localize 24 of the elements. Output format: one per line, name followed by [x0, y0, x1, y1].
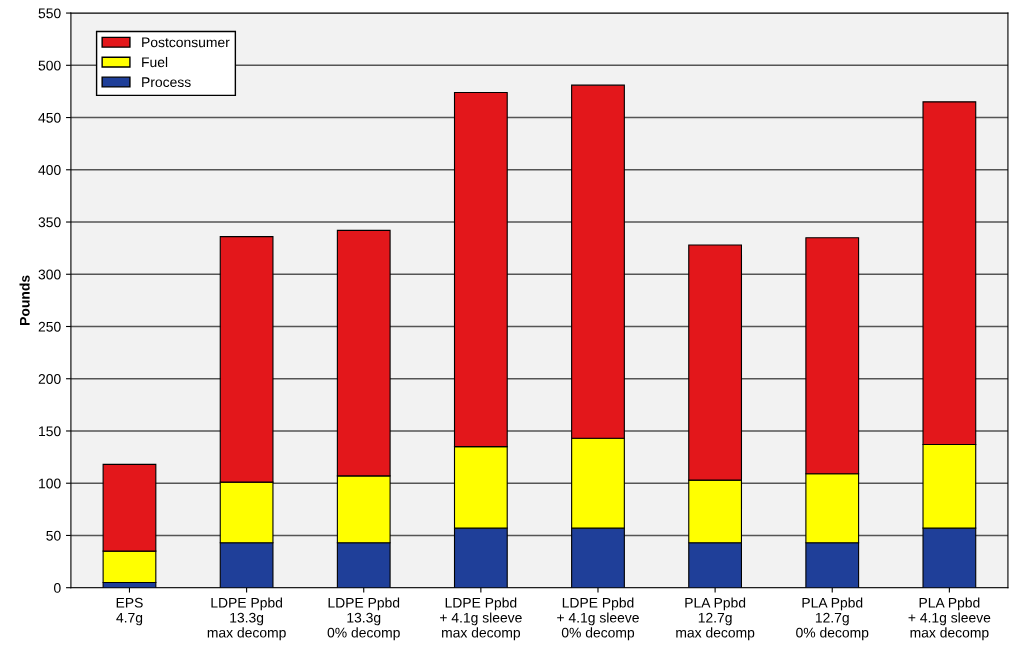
legend-label: Postconsumer — [142, 37, 230, 48]
x-tick-label: PLA Ppbd + 4.1g sleeve max decomp — [908, 597, 991, 641]
y-tick-label: 450 — [38, 112, 61, 123]
x-tick-label: LDPE Ppbd + 4.1g sleeve max decomp — [440, 597, 522, 641]
y-tick-label: 300 — [38, 269, 61, 280]
y-tick-label: 500 — [38, 60, 61, 71]
y-tick-label: 150 — [39, 426, 61, 437]
legend-label: Process — [142, 77, 191, 88]
y-tick-label: 400 — [38, 165, 61, 175]
y-tick-label: 550 — [38, 8, 61, 19]
x-tick-label: PLA Ppbd 12.7g 0% decomp — [796, 597, 869, 641]
x-tick-label: LDPE Ppbd 13.3g 0% decomp — [327, 597, 400, 641]
legend-label: Fuel — [142, 56, 168, 68]
y-tick-label: 100 — [39, 478, 61, 489]
x-tick-label: LDPE Ppbd + 4.1g sleeve 0% decomp — [557, 597, 639, 641]
y-tick-label: 250 — [38, 321, 61, 332]
x-tick-label: PLA Ppbd 12.7g max decomp — [676, 597, 755, 641]
x-tick-label: EPS 4.7g — [116, 597, 143, 626]
y-axis-title: Pounds — [19, 275, 30, 325]
y-tick-label: 350 — [38, 217, 61, 228]
y-tick-label: 0 — [54, 583, 61, 593]
y-tick-label: 200 — [38, 374, 61, 384]
y-tick-label: 50 — [46, 530, 61, 541]
x-tick-label: LDPE Ppbd 13.3g max decomp — [207, 597, 286, 641]
